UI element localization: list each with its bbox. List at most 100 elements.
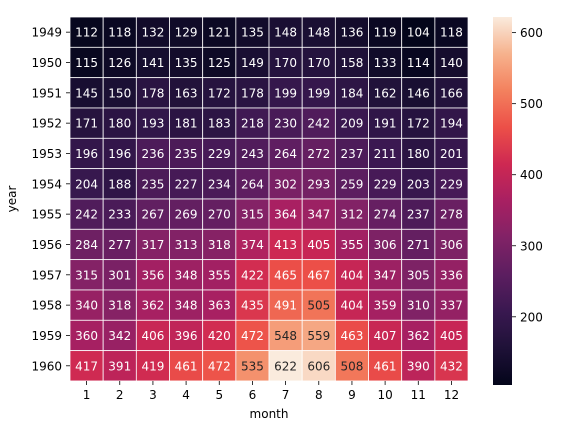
heatmap-cell (368, 168, 403, 200)
heatmap-cell (69, 198, 104, 230)
x-axis: 1 2 3 4 5 6 7 8 9 10 11 12 (83, 380, 459, 402)
cell-value-label: 129 (175, 26, 198, 40)
heatmap-cell (235, 107, 270, 139)
x-tick-label: 9 (348, 388, 356, 402)
cell-value-label: 229 (440, 177, 463, 191)
cell-value-label: 491 (274, 299, 297, 313)
heatmap-cell (169, 107, 204, 139)
cell-value-label: 284 (75, 238, 98, 252)
cell-value-label: 356 (141, 268, 164, 282)
y-tick-label: 1953 (31, 147, 62, 161)
cell-value-label: 274 (374, 208, 397, 222)
cell-value-label: 146 (407, 86, 430, 100)
heatmap-cell (301, 259, 336, 291)
heatmap-cell (169, 77, 204, 109)
cell-value-label: 306 (440, 238, 463, 252)
heatmap-cell (169, 228, 204, 261)
y-tick-label: 1955 (31, 208, 62, 222)
heatmap-cell (69, 107, 104, 139)
cell-value-label: 413 (274, 238, 297, 252)
cell-value-label: 360 (75, 329, 98, 343)
cell-value-label: 355 (340, 238, 363, 252)
cell-value-label: 172 (407, 117, 430, 131)
cell-value-label: 158 (340, 56, 363, 70)
cell-value-label: 390 (407, 359, 430, 373)
y-tick-label: 1952 (31, 117, 62, 131)
heatmap-cell (401, 107, 436, 139)
cell-value-label: 305 (407, 268, 430, 282)
cell-value-label: 104 (407, 26, 430, 40)
cell-value-label: 472 (208, 359, 231, 373)
cell-value-label: 180 (407, 147, 430, 161)
heatmap-cell (401, 228, 436, 261)
heatmap-cell (301, 137, 336, 170)
heatmap-cell (135, 198, 170, 230)
cell-value-label: 211 (374, 147, 397, 161)
heatmap-cell (202, 137, 237, 170)
heatmap-cell (434, 228, 469, 261)
cell-value-label: 191 (374, 117, 397, 131)
heatmap-cell (69, 228, 104, 261)
cell-value-label: 242 (75, 208, 98, 222)
cell-value-label: 406 (141, 329, 164, 343)
cell-value-label: 337 (440, 299, 463, 313)
cell-value-label: 178 (241, 86, 264, 100)
cell-value-label: 140 (440, 56, 463, 70)
cell-value-label: 272 (307, 147, 330, 161)
heatmap-cell (334, 168, 369, 200)
cell-value-label: 203 (407, 177, 430, 191)
x-tick-label: 11 (411, 388, 426, 402)
cell-value-label: 359 (374, 299, 397, 313)
cell-value-label: 199 (274, 86, 297, 100)
cell-value-label: 118 (108, 26, 131, 40)
cell-value-label: 465 (274, 268, 297, 282)
cell-value-label: 199 (307, 86, 330, 100)
cell-value-label: 209 (340, 117, 363, 131)
cell-value-label: 196 (75, 147, 98, 161)
cell-value-label: 364 (274, 208, 297, 222)
cell-value-label: 148 (307, 26, 330, 40)
cell-value-label: 355 (208, 268, 231, 282)
heatmap-cell (401, 46, 436, 79)
heatmap-cell (268, 198, 303, 230)
cell-value-label: 118 (440, 26, 463, 40)
heatmap-cell (135, 259, 170, 291)
heatmap-cell (102, 319, 137, 352)
cell-value-label: 126 (108, 56, 131, 70)
heatmap-cell (102, 198, 137, 230)
cell-value-label: 396 (175, 329, 198, 343)
heatmap-cell (434, 350, 469, 382)
heatmap-cell (102, 289, 137, 321)
y-axis: 1949 1950 1951 1952 1953 1954 1955 1956 1957 1958… (31, 26, 70, 373)
colorbar-gradient (493, 17, 512, 385)
cell-value-label: 435 (241, 299, 264, 313)
cell-value-label: 363 (208, 299, 231, 313)
colorbar-tick-label: 400 (520, 168, 543, 182)
cell-value-label: 172 (208, 86, 231, 100)
heatmap-cell (268, 77, 303, 109)
heatmap-cell (401, 289, 436, 321)
cell-value-label: 230 (274, 117, 297, 131)
cell-value-label: 606 (307, 359, 330, 373)
colorbar: 200 300 400 500 600 (493, 17, 543, 385)
cell-value-label: 235 (141, 177, 164, 191)
cell-value-label: 135 (175, 56, 198, 70)
cell-value-label: 148 (274, 26, 297, 40)
cell-value-label: 315 (75, 268, 98, 282)
heatmap-cell (434, 46, 469, 79)
heatmap-cell (368, 350, 403, 382)
cell-value-label: 463 (340, 329, 363, 343)
cell-value-label: 233 (108, 208, 131, 222)
cell-value-label: 313 (175, 238, 198, 252)
cell-value-label: 301 (108, 268, 131, 282)
x-axis-label: month (250, 407, 289, 421)
heatmap-cell (301, 168, 336, 200)
x-tick-label: 1 (83, 388, 91, 402)
cell-value-label: 235 (175, 147, 198, 161)
heatmap-cell (69, 319, 104, 352)
heatmap-cell (235, 350, 270, 382)
cell-value-label: 559 (307, 329, 330, 343)
cell-value-label: 302 (274, 177, 297, 191)
cell-value-label: 342 (108, 329, 131, 343)
